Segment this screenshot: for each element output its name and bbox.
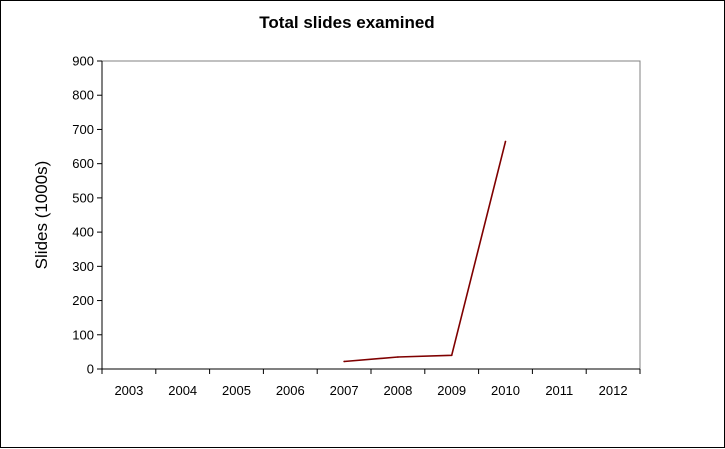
- x-tick-label: 2007: [330, 383, 359, 398]
- x-tick-label: 2008: [383, 383, 412, 398]
- y-tick-label: 0: [87, 362, 94, 377]
- plot-area: [101, 60, 641, 370]
- chart-title: Total slides examined: [259, 13, 434, 32]
- y-tick-label: 300: [72, 259, 94, 274]
- x-tick-label: 2012: [599, 383, 628, 398]
- x-tick-label: 2006: [276, 383, 305, 398]
- x-tick-label: 2011: [545, 383, 573, 398]
- y-axis-label: Slides (1000s): [32, 161, 51, 270]
- data-point: [343, 360, 345, 363]
- series-line: [344, 141, 507, 363]
- y-tick-label: 600: [72, 156, 94, 171]
- y-tick-label: 400: [72, 225, 94, 240]
- y-tick-label: 900: [72, 54, 94, 69]
- x-tick-label: 2010: [491, 383, 520, 398]
- x-tick-label: 2004: [168, 383, 197, 398]
- axes: 0 100 200 300 400 500 600 700 800 900 2003 2004 2005…: [72, 54, 641, 398]
- data-point: [397, 356, 399, 358]
- data-point: [450, 354, 453, 357]
- y-tick-label: 800: [72, 88, 94, 103]
- y-tick-label: 700: [72, 122, 94, 137]
- y-tick-label: 500: [72, 190, 94, 205]
- x-tick-label: 2003: [114, 383, 143, 398]
- y-tick-label: 100: [72, 327, 94, 342]
- x-tick-label: 2005: [222, 383, 251, 398]
- series-group: [343, 140, 507, 363]
- data-point: [504, 140, 507, 143]
- y-tick-label: 200: [72, 293, 94, 308]
- x-tick-label: 2009: [437, 383, 466, 398]
